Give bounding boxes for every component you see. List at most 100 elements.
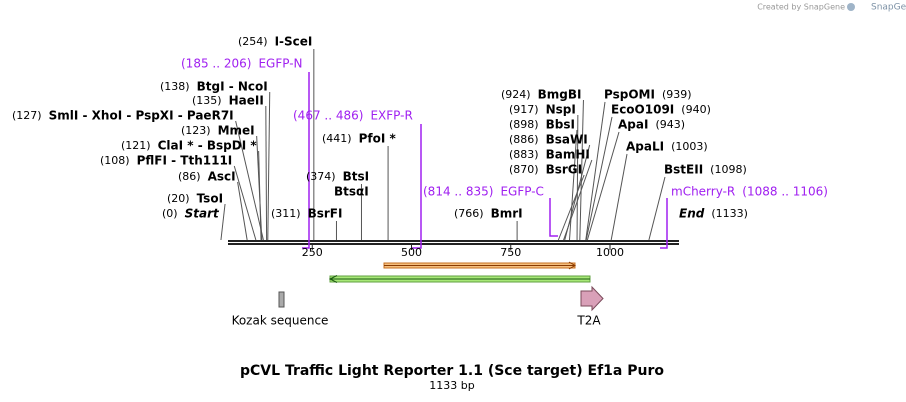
- cut-site-leader: [579, 99, 584, 241]
- enzyme-name: HaeII: [229, 94, 264, 108]
- site-position: (374): [306, 170, 336, 183]
- cut-site-leader: [258, 150, 262, 241]
- snapgene-logo: [847, 3, 855, 11]
- primer-range: (1088 .. 1106): [742, 185, 828, 199]
- enzyme-name: BtsαI: [334, 185, 369, 199]
- ruler-top: [228, 240, 679, 242]
- kozak-box: [278, 291, 285, 308]
- enzyme-name: PspOMI: [604, 88, 655, 102]
- enzyme-name: BsaWI: [546, 133, 588, 147]
- site-position: (20): [167, 192, 190, 205]
- primer-hook: [549, 198, 558, 237]
- enzyme-name: NspI: [546, 103, 576, 117]
- enzyme-name: BmrI: [491, 207, 523, 221]
- enzyme-name: End: [679, 207, 705, 221]
- cut-site-leader: [585, 101, 606, 241]
- site-position: (135): [192, 94, 222, 107]
- enzyme-name: ApaLI: [626, 140, 664, 154]
- logo-text: SnapGene: [871, 3, 906, 13]
- enzyme-name: SmlI - XhoI - PspXI - PaeR7I: [49, 109, 234, 123]
- site-position: (940): [681, 103, 711, 116]
- enzyme-name: I-SceI: [275, 35, 313, 49]
- primer-range: (467 .. 486): [293, 109, 363, 123]
- primer-name: mCherry-R: [671, 185, 735, 199]
- cut-site-leader: [220, 203, 226, 241]
- site-position: (1003): [671, 140, 708, 153]
- site-position: (441): [322, 132, 352, 145]
- ruler-tick-label: 750: [500, 246, 521, 259]
- primer-range: (814 .. 835): [423, 185, 493, 199]
- enzyme-name: ApaI: [618, 118, 648, 132]
- site-position: (254): [238, 35, 268, 48]
- feature-green-arrow: [328, 275, 590, 283]
- feature-label: Kozak sequence: [232, 314, 329, 328]
- ruler-tick-label: 1000: [596, 246, 624, 259]
- enzyme-name: BtsI: [343, 170, 370, 184]
- site-position: (1133): [711, 207, 748, 220]
- enzyme-name: BsrGI: [546, 163, 583, 177]
- site-position: (127): [12, 109, 42, 122]
- site-position: (121): [121, 139, 151, 152]
- map-title: pCVL Traffic Light Reporter 1.1 (Sce tar…: [240, 363, 664, 379]
- site-position: (86): [178, 170, 201, 183]
- cut-site-leader: [557, 174, 585, 241]
- enzyme-name: PfoI *: [359, 132, 397, 146]
- enzyme-name: BstEII: [664, 163, 703, 177]
- site-position: (886): [509, 133, 539, 146]
- enzyme-name: Start: [185, 207, 220, 221]
- primer-hook: [660, 198, 668, 249]
- primer-name: EGFP-N: [258, 57, 302, 71]
- site-position: (939): [662, 88, 692, 101]
- cut-site-leader: [648, 176, 666, 241]
- enzyme-name: EcoO109I: [611, 103, 674, 117]
- site-position: (138): [160, 80, 190, 93]
- primer-name: EXFP-R: [370, 109, 412, 123]
- enzyme-name: MmeI: [218, 124, 255, 138]
- enzyme-name: BmgBI: [538, 88, 582, 102]
- ruler-tick-label: 250: [302, 246, 323, 259]
- enzyme-name: TsoI: [197, 192, 223, 206]
- enzyme-name: AscI: [208, 170, 236, 184]
- credit: Created by SnapGene: [757, 3, 845, 12]
- feature-orange-arrow: [384, 261, 576, 270]
- cut-site-leader: [585, 116, 613, 241]
- cut-site-leader: [267, 91, 271, 241]
- site-position: (870): [509, 163, 539, 176]
- primer-name: EGFP-C: [500, 185, 543, 199]
- cut-site-leader: [265, 105, 268, 241]
- site-position: (766): [454, 207, 484, 220]
- enzyme-name: BbsI: [546, 118, 575, 132]
- cut-site-leader: [569, 129, 578, 241]
- primer-hook: [412, 124, 422, 249]
- cut-site-leader: [586, 131, 620, 241]
- enzyme-name: PflFI - Tth111I: [137, 154, 233, 168]
- enzyme-name: BamHI: [546, 148, 590, 162]
- site-position: (883): [509, 148, 539, 161]
- cut-site-leader: [610, 153, 628, 241]
- cut-site-leader: [563, 159, 593, 241]
- cut-site-leader: [235, 120, 264, 241]
- site-position: (311): [271, 207, 301, 220]
- cut-site-leader: [233, 165, 257, 241]
- ruler-tick-label: 500: [401, 246, 422, 259]
- site-position: (898): [509, 118, 539, 131]
- primer-hook: [302, 72, 310, 249]
- site-position: (1098): [710, 163, 747, 176]
- cut-site-leader: [576, 114, 579, 241]
- ruler-bottom: [228, 243, 679, 245]
- cut-site-leader: [237, 181, 248, 241]
- site-position: (943): [655, 118, 685, 131]
- t2a-arrow: [580, 285, 604, 312]
- site-position: (0): [162, 207, 178, 220]
- enzyme-name: BsrFI: [308, 207, 343, 221]
- feature-label: T2A: [576, 314, 601, 328]
- map-length: 1133 bp: [429, 379, 474, 392]
- primer-range: (185 .. 206): [181, 57, 251, 71]
- enzyme-name: BtgI - NcoI: [197, 80, 268, 94]
- site-position: (108): [100, 154, 130, 167]
- enzyme-name: ClaI * - BspDI *: [158, 139, 258, 153]
- site-position: (924): [501, 88, 531, 101]
- site-position: (917): [509, 103, 539, 116]
- site-position: (123): [181, 124, 211, 137]
